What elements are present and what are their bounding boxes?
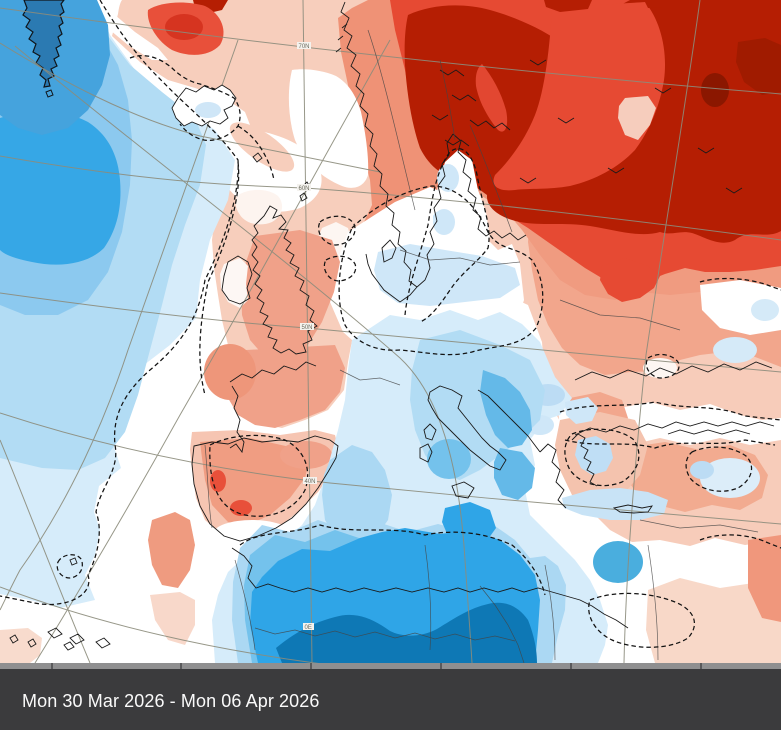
svg-text:70N: 70N bbox=[299, 44, 310, 50]
svg-text:0E: 0E bbox=[305, 625, 312, 631]
svg-text:40N: 40N bbox=[305, 479, 316, 485]
svg-text:60N: 60N bbox=[299, 186, 310, 192]
svg-text:50N: 50N bbox=[302, 325, 313, 331]
